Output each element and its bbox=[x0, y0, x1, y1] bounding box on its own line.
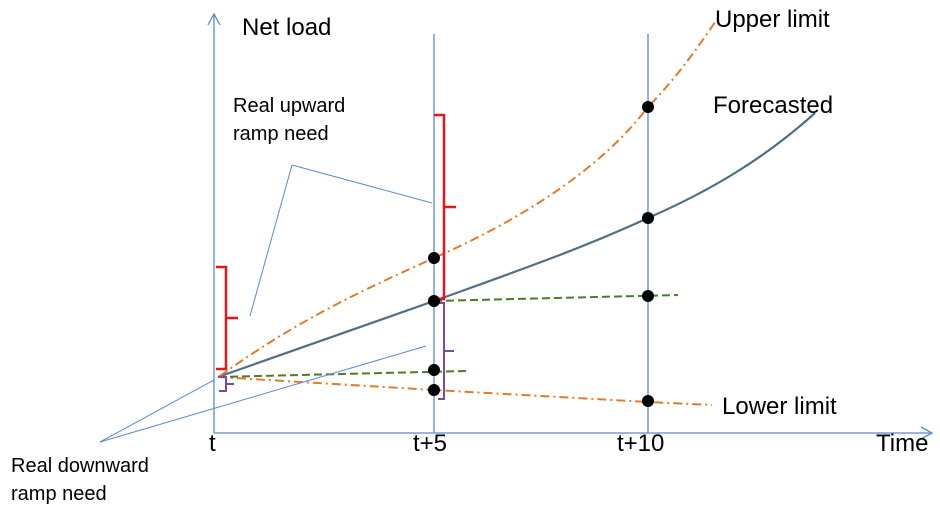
y-axis-label: Net load bbox=[242, 14, 332, 41]
downward-ramp-label-line1: Real downward bbox=[11, 455, 149, 477]
forecasted-label: Forecasted bbox=[713, 92, 834, 119]
tick-label-t5: t+5 bbox=[413, 430, 448, 457]
point-t10-lower bbox=[642, 395, 654, 407]
upward-brace-t5 bbox=[434, 113, 456, 301]
downward-brace-t5 bbox=[438, 302, 454, 400]
upward-ramp-label-line2: ramp need bbox=[233, 123, 329, 145]
point-t10-forecast bbox=[642, 212, 654, 224]
point-t10-upper bbox=[642, 101, 654, 113]
point-t10-trend bbox=[642, 290, 654, 302]
upper-limit-curve bbox=[219, 14, 721, 377]
point-t5-lower bbox=[428, 384, 440, 396]
tick-label-t: t bbox=[209, 430, 216, 457]
lower-limit-label: Lower limit bbox=[722, 393, 837, 420]
upward-ramp-label-line1: Real upward bbox=[233, 95, 346, 117]
downward-leader-2 bbox=[99, 345, 427, 443]
x-axis-label: Time bbox=[876, 430, 929, 457]
trend-line-t bbox=[217, 370, 467, 378]
upward-brace-t bbox=[216, 265, 238, 371]
lower-limit-curve bbox=[217, 376, 713, 406]
forecasted-curve bbox=[217, 112, 816, 379]
point-t5-trend bbox=[428, 364, 440, 376]
downward-ramp-label-line2: ramp need bbox=[11, 483, 107, 505]
downward-brace-t bbox=[219, 376, 234, 392]
upper-limit-label: Upper limit bbox=[715, 6, 830, 33]
trend-line-t5 bbox=[433, 294, 679, 302]
point-t5-upper bbox=[428, 252, 440, 264]
tick-label-t10: t+10 bbox=[617, 430, 665, 457]
upward-leader-1 bbox=[249, 164, 293, 317]
downward-leader-1 bbox=[99, 379, 215, 443]
upward-leader-2 bbox=[291, 164, 433, 204]
point-t5-forecast bbox=[428, 295, 440, 307]
